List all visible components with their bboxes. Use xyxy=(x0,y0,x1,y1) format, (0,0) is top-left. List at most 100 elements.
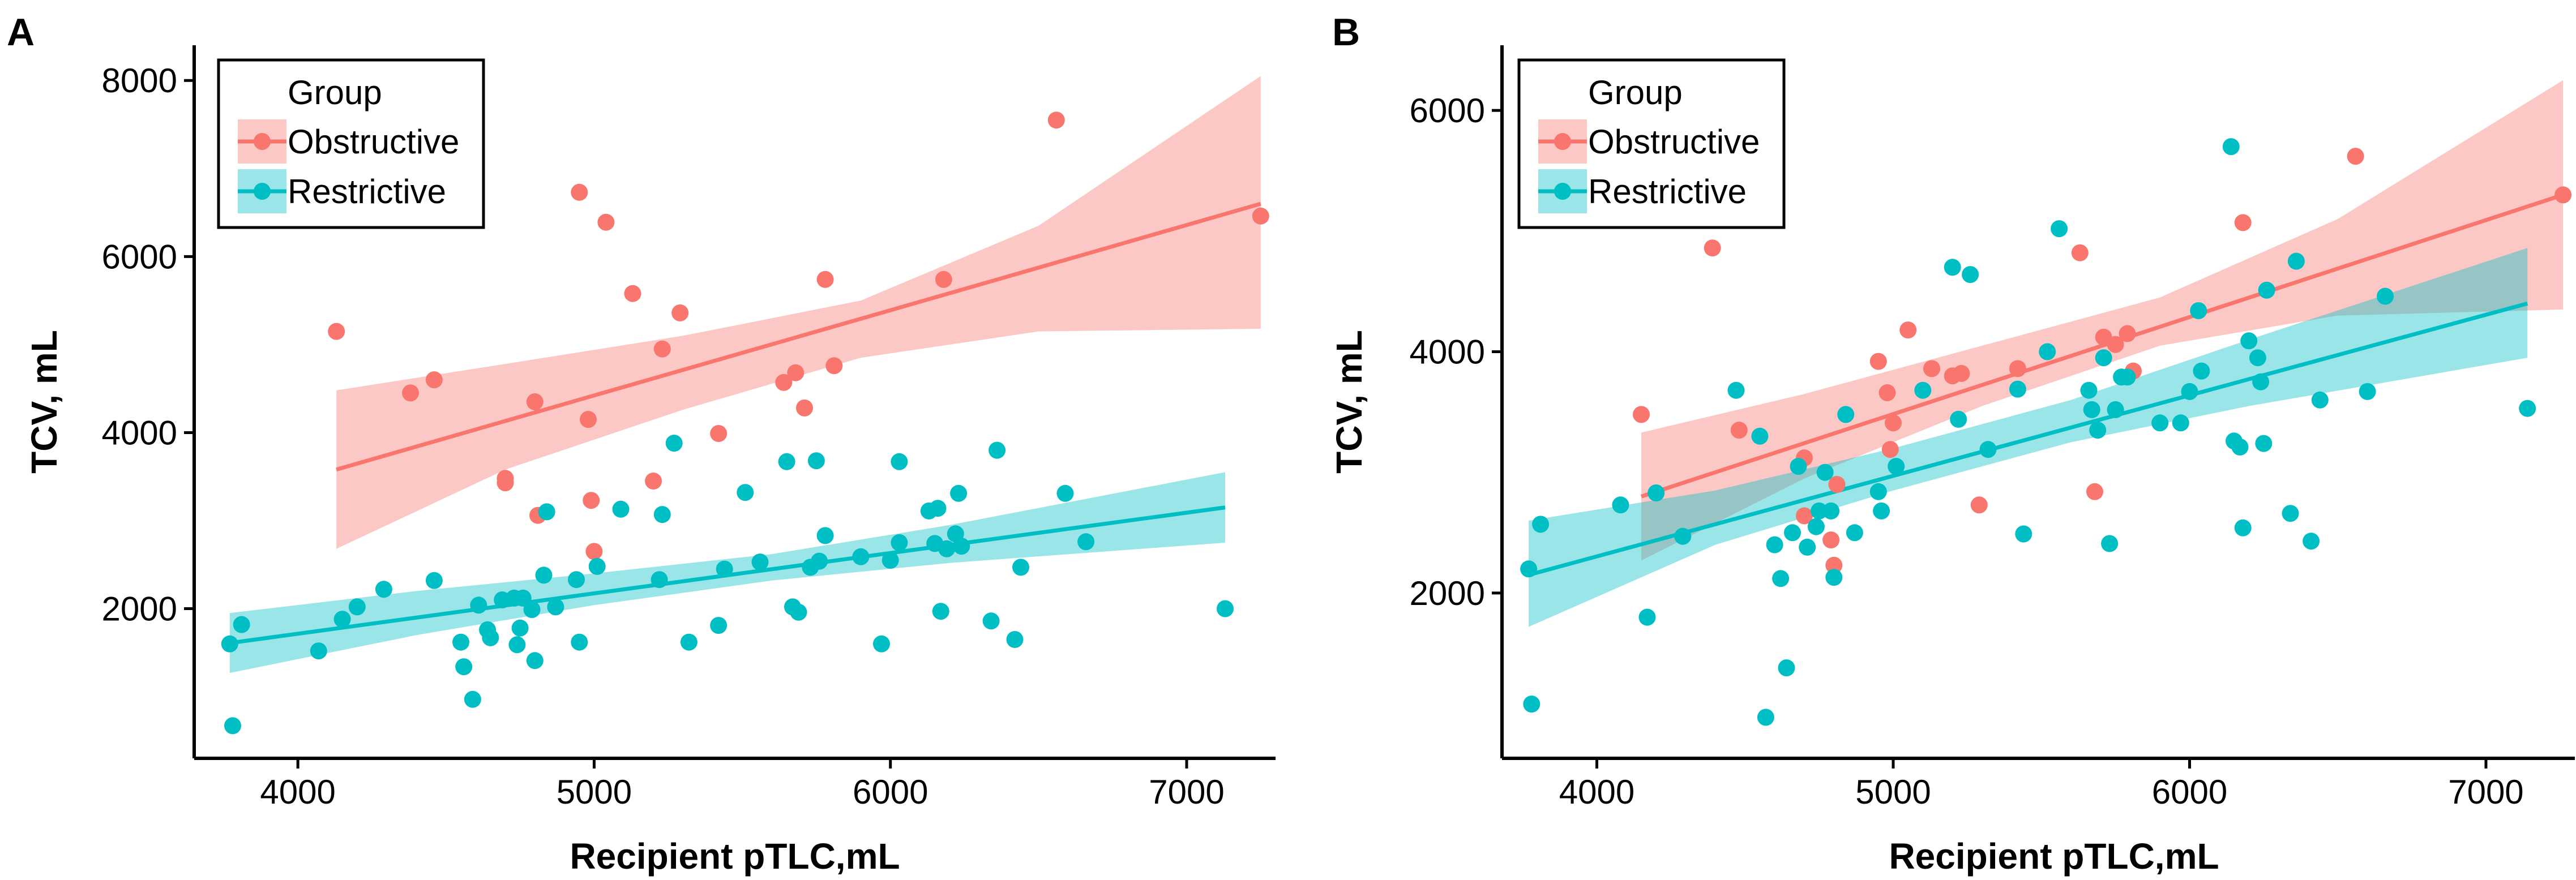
panel-b-x-axis-title: Recipient pTLC,mL xyxy=(1889,836,2219,877)
panel-b-x-ticks: 4000 5000 6000 7000 xyxy=(1559,758,2524,811)
panel-a-restrictive-point xyxy=(612,500,630,518)
panel-b-restrictive-point xyxy=(2193,362,2210,380)
panel-b-restrictive-point xyxy=(2015,525,2032,543)
panel-b-restrictive-point xyxy=(1962,266,1979,284)
panel-b-legend-title: Group xyxy=(1588,74,1683,111)
panel-a-restrictive-point xyxy=(464,690,481,708)
panel-a-restrictive-point xyxy=(508,636,526,654)
panel-b-x-tick-label: 5000 xyxy=(1855,773,1931,811)
panel-b-obstructive-point xyxy=(1822,531,1840,549)
panel-b-y-tick-label: 2000 xyxy=(1410,574,1485,612)
panel-a-legend-restrictive-label: Restrictive xyxy=(288,173,446,211)
panel-a-obstructive-point xyxy=(571,183,588,201)
panel-b-restrictive-point xyxy=(2089,422,2107,439)
panel-b-restrictive-point xyxy=(1638,608,1656,626)
panel-b-restrictive-point xyxy=(2519,400,2536,417)
panel-b-restrictive-point xyxy=(2190,302,2207,319)
panel-a-y-tick-label: 2000 xyxy=(102,590,177,628)
panel-a-obstructive-point xyxy=(1252,207,1269,225)
panel-a-restrictive-point xyxy=(233,616,250,633)
panel-a-restrictive-point xyxy=(953,538,970,555)
panel-a-restrictive-point xyxy=(873,635,890,653)
panel-b-obstructive-point xyxy=(2347,148,2364,165)
panel-b-restrictive-point xyxy=(1674,527,1692,545)
panel-b-obstructive-point xyxy=(1899,321,1917,339)
panel-b-restrictive-point xyxy=(2303,533,2320,550)
panel-b-restrictive-point xyxy=(1816,463,1834,481)
panel-b-restrictive-point xyxy=(2083,401,2100,418)
panel-b-obstructive-point xyxy=(1878,384,1896,401)
panel-a-obstructive-point xyxy=(775,374,793,391)
panel-a-legend-title: Group xyxy=(288,74,382,111)
panel-b-obstructive-point xyxy=(1704,239,1721,257)
panel-b: B 4000 5000 6000 7000 2000 4000 6000 Recipien… xyxy=(1329,11,2575,877)
panel-a-restrictive-point xyxy=(807,452,825,470)
panel-b-y-ticks: 2000 4000 6000 xyxy=(1410,92,1502,612)
panel-b-restrictive-point xyxy=(1784,524,1801,542)
panel-a-obstructive-fit-line xyxy=(336,201,1261,472)
panel-b-restrictive-point xyxy=(2172,414,2189,432)
panel-b-obstructive-confidence-band xyxy=(1641,80,2564,561)
panel-a-restrictive-point xyxy=(778,453,795,470)
panel-b-restrictive-point xyxy=(2151,414,2169,432)
panel-a-restrictive-point xyxy=(588,557,606,575)
panel-a-restrictive-point xyxy=(737,484,754,501)
panel-b-obstructive-point xyxy=(2119,325,2136,342)
panel-b-fit-lines xyxy=(1528,193,2564,577)
panel-a-restrictive-point xyxy=(1077,533,1095,551)
panel-b-obstructive-fit-line xyxy=(1640,193,2564,499)
panel-a-restrictive-point xyxy=(482,629,499,646)
panel-a-restrictive-point xyxy=(950,484,968,502)
panel-a-restrictive-point xyxy=(455,658,473,676)
panel-a-obstructive-point xyxy=(402,384,419,402)
panel-a-restrictive-point xyxy=(470,596,487,614)
panel-a-obstructive-point xyxy=(935,271,952,288)
panel-b-restrictive-point xyxy=(2051,220,2068,238)
panel-b-obstructive-point xyxy=(2234,214,2252,231)
panel-a-restrictive-point xyxy=(348,598,366,616)
panel-b-restrictive-point xyxy=(1766,536,1783,553)
panel-a-obstructive-point xyxy=(653,340,671,358)
panel-a-x-tick-label: 4000 xyxy=(260,773,335,811)
panel-a-restrictive-point xyxy=(665,435,683,452)
panel-b-obstructive-point xyxy=(1633,406,1650,423)
panel-b-restrictive-point xyxy=(2234,519,2252,536)
panel-b-obstructive-point xyxy=(2086,483,2103,500)
panel-b-obstructive-point xyxy=(2071,244,2089,261)
panel-b-restrictive-point xyxy=(1778,659,1795,677)
panel-b-obstructive-point xyxy=(1869,353,1887,370)
panel-a-restrictive-point xyxy=(1012,559,1029,576)
panel-b-restrictive-point xyxy=(1612,496,1629,514)
panel-a-legend: Group Obstructive Restrictive xyxy=(217,58,485,229)
panel-a-obstructive-point xyxy=(597,213,615,231)
panel-b-restrictive-point xyxy=(1888,458,1905,475)
panel-a-restrictive-point xyxy=(811,552,828,570)
panel-b-restrictive-point xyxy=(1914,381,1932,399)
panel-b-restrictive-point xyxy=(1751,427,1769,445)
panel-b-restrictive-point xyxy=(1873,502,1890,520)
panel-b-restrictive-point xyxy=(2311,391,2329,409)
panel-b-legend: Group Obstructive Restrictive xyxy=(1517,58,1786,229)
panel-b-obstructive-point xyxy=(1953,364,1970,382)
panel-a-restrictive-point xyxy=(535,566,553,584)
panel-b-obstructive-point xyxy=(1970,496,1988,514)
panel-a-restrictive-point xyxy=(452,633,469,651)
panel-a-obstructive-point xyxy=(816,271,834,288)
panel-b-restrictive-point xyxy=(1825,569,1843,586)
panel-b-points xyxy=(1520,138,2572,726)
panel-b-restrictive-point xyxy=(2287,252,2305,270)
panel-a-y-tick-label: 6000 xyxy=(102,238,177,276)
panel-b-restrictive-point xyxy=(1837,406,1855,423)
panel-a-restrictive-point xyxy=(514,589,532,607)
panel-a-restrictive-point xyxy=(511,619,529,637)
panel-a: A 4000 5000 6000 7000 2000 4000 6000 8000 Reci… xyxy=(7,11,1276,877)
panel-b-restrictive-point xyxy=(2249,349,2266,367)
panel-b-tag: B xyxy=(1332,11,1360,54)
panel-a-x-axis-title: Recipient pTLC,mL xyxy=(570,836,900,877)
panel-a-restrictive-point xyxy=(929,500,947,517)
panel-a-obstructive-point xyxy=(328,323,345,340)
panel-a-obstructive-point xyxy=(497,474,514,492)
panel-a-x-tick-label: 5000 xyxy=(557,773,632,811)
panel-a-legend-restrictive-dot xyxy=(254,183,271,200)
panel-a-obstructive-point xyxy=(645,473,662,490)
